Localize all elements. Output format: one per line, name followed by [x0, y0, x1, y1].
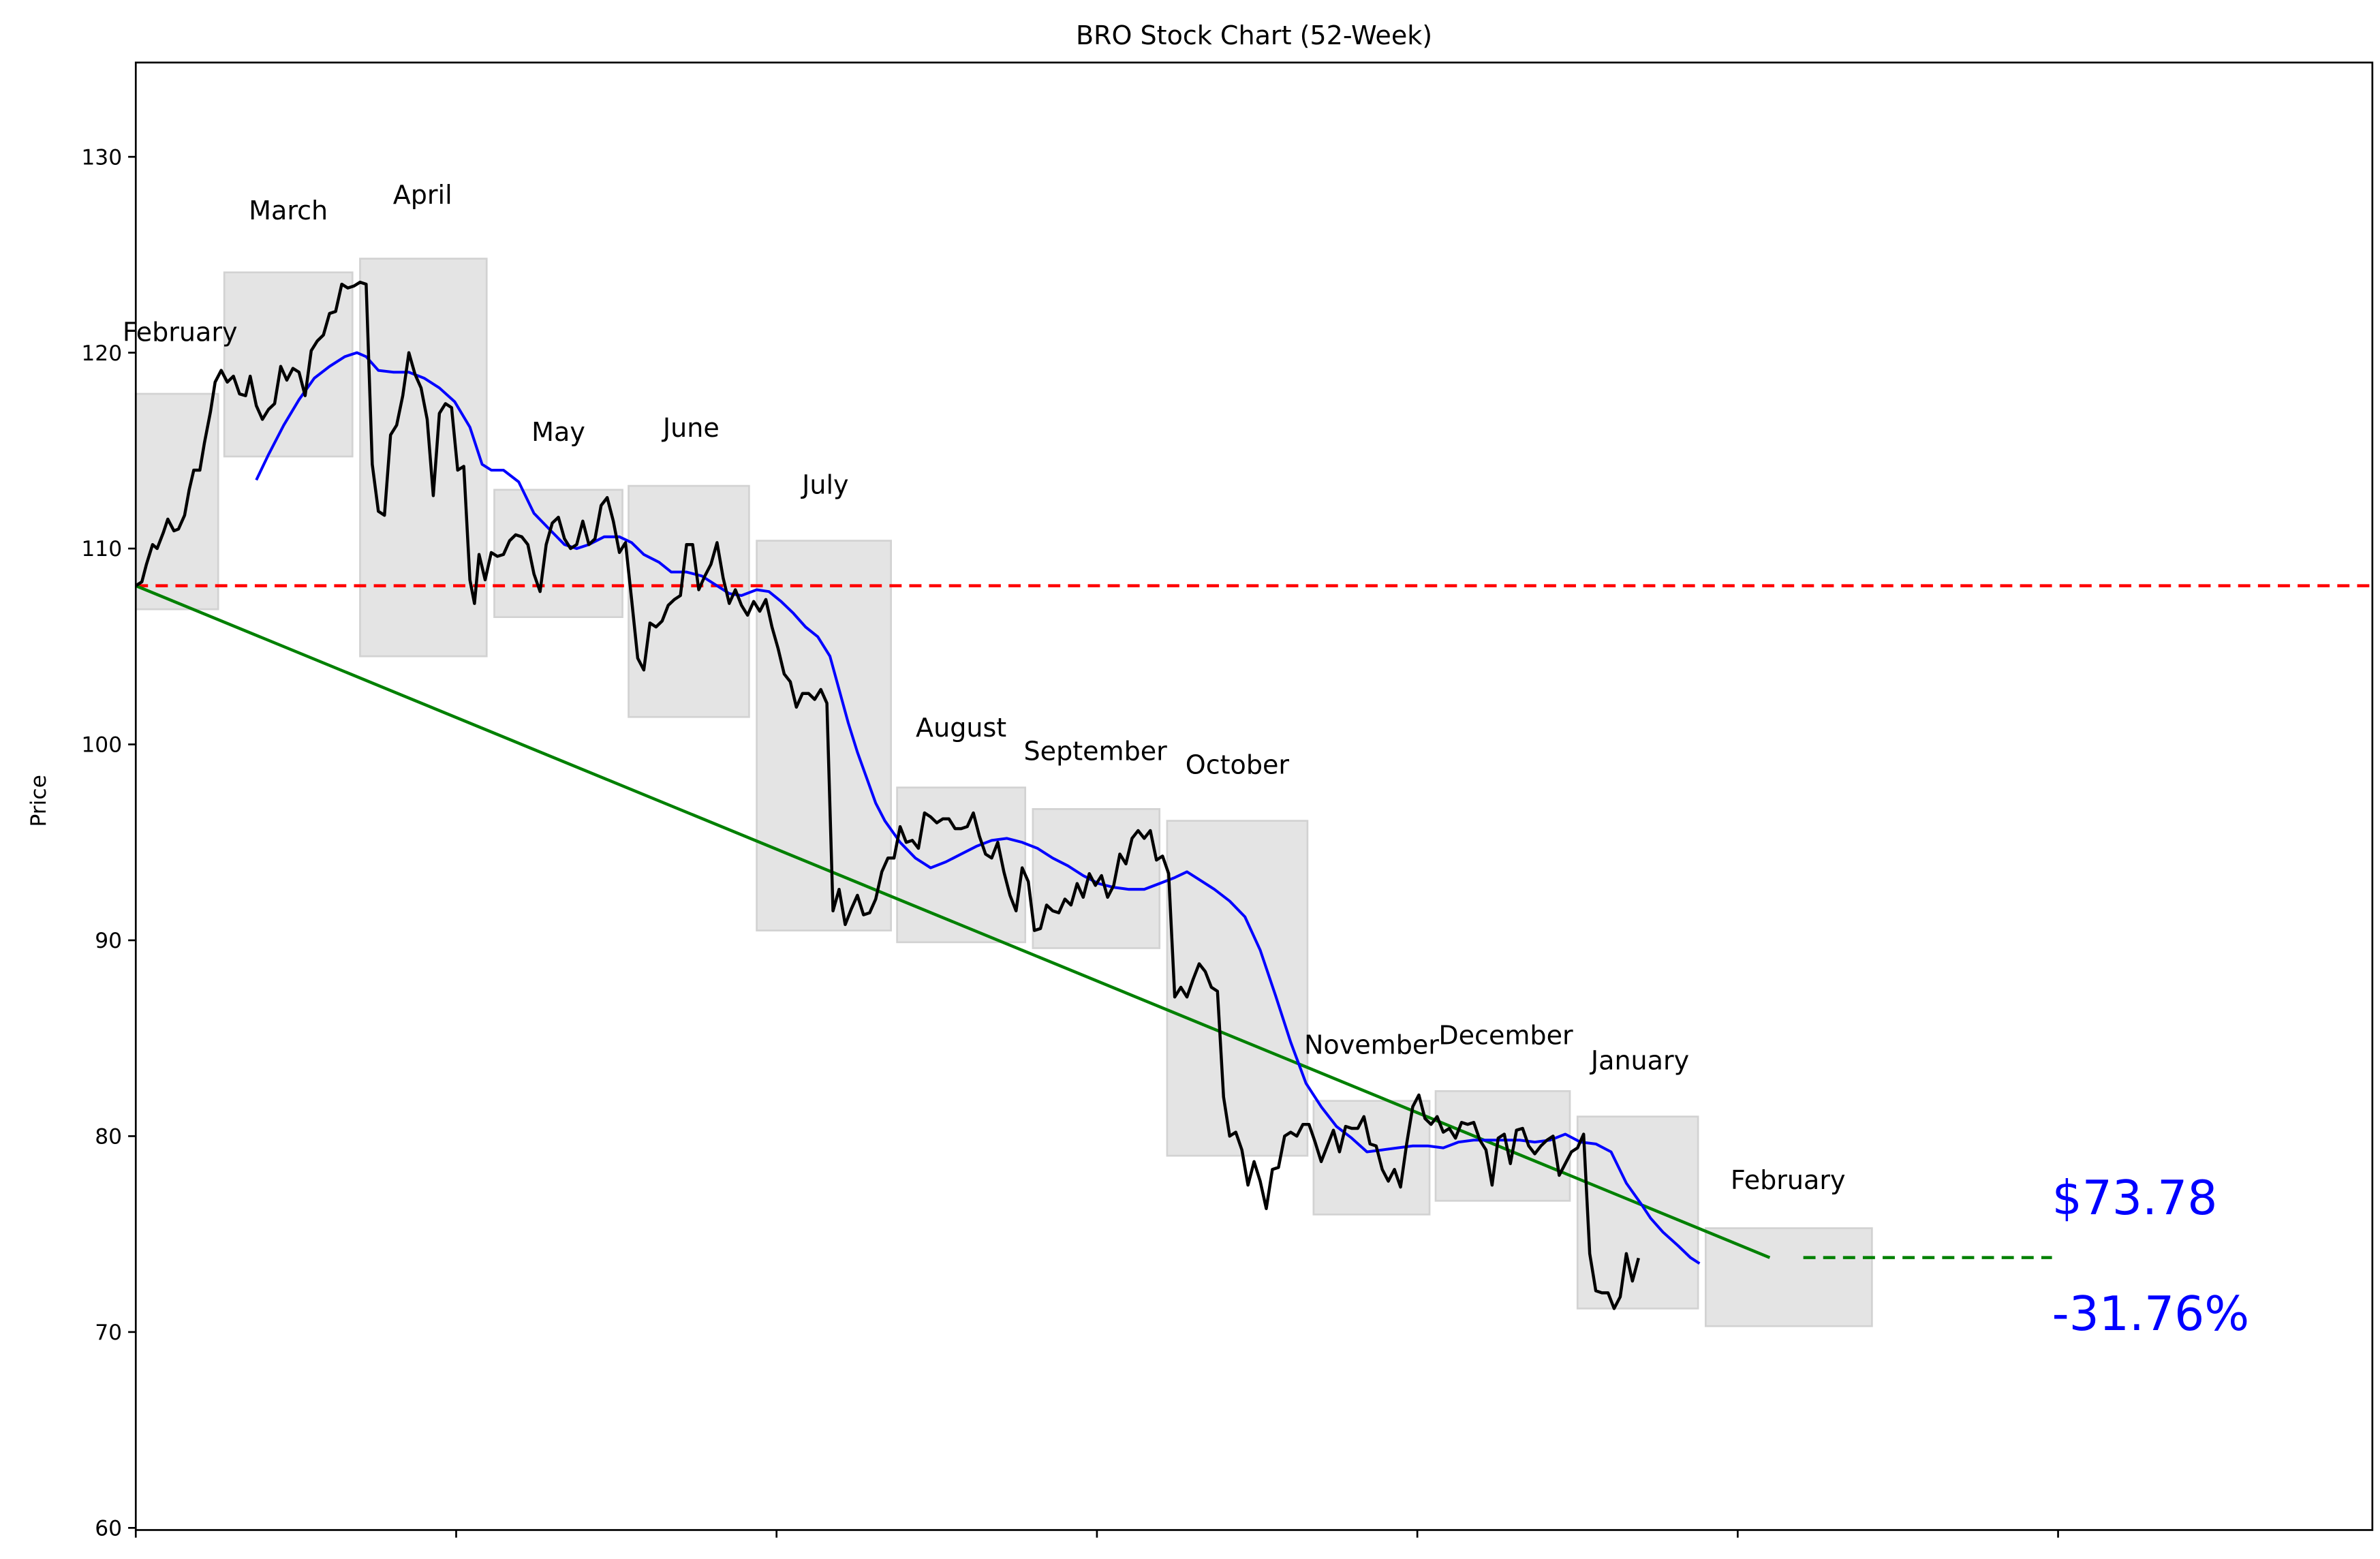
month-range-box — [493, 489, 623, 619]
chart-title: BRO Stock Chart (52-Week) — [1076, 20, 1432, 50]
month-label: April — [393, 180, 452, 210]
month-label: December — [1438, 1020, 1573, 1050]
month-range-box — [359, 258, 488, 658]
y-tick-label: 110 — [81, 537, 122, 561]
month-label: February — [1731, 1165, 1846, 1195]
month-labels: February March April May June July August Septe… — [123, 180, 1846, 1195]
y-tick-label: 70 — [95, 1321, 122, 1345]
last-price-annotation: $73.78 — [2052, 1171, 2218, 1226]
plot-frame — [134, 61, 2374, 1531]
x-axis-ticks — [134, 1530, 2059, 1538]
y-tick-label: 80 — [95, 1125, 122, 1149]
y-tick-label: 90 — [95, 929, 122, 953]
month-label: February — [123, 317, 238, 347]
month-range-box — [1704, 1227, 1873, 1327]
month-range-box — [1434, 1090, 1571, 1202]
y-tick-label: 100 — [81, 733, 122, 758]
y-axis-ticks: 60 70 80 90 100 110 120 130 — [81, 145, 136, 1541]
month-range-box — [756, 540, 892, 931]
y-tick-label: 130 — [81, 145, 122, 170]
month-label: June — [662, 413, 720, 443]
month-range-box — [134, 392, 219, 611]
month-label: May — [531, 417, 585, 447]
moving-average-line — [255, 351, 1701, 1265]
month-label: July — [801, 470, 848, 500]
month-range-box — [1032, 808, 1161, 949]
month-range-box — [1576, 1115, 1699, 1310]
month-label: August — [916, 713, 1006, 743]
month-label: January — [1590, 1046, 1689, 1076]
y-tick-label: 60 — [95, 1517, 122, 1541]
month-label: March — [249, 196, 328, 226]
month-range-box — [896, 786, 1027, 944]
y-tick-label: 120 — [81, 341, 122, 366]
month-label: November — [1304, 1030, 1439, 1060]
price-line — [135, 280, 1640, 1310]
change-percent-annotation: -31.76% — [2052, 1287, 2250, 1342]
y-axis-label: Price — [27, 775, 51, 827]
month-label: September — [1024, 737, 1168, 767]
month-label: October — [1186, 750, 1290, 780]
